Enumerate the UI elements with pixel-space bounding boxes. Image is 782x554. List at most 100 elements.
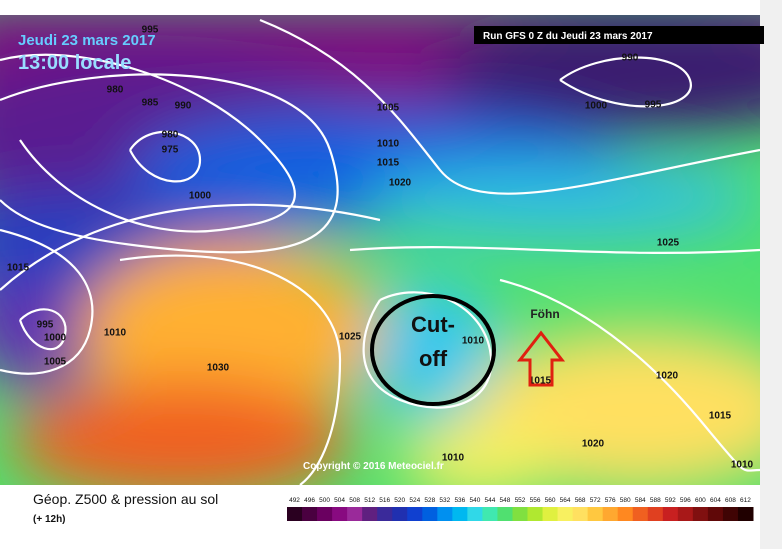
scale-label: 596 xyxy=(680,497,691,504)
isobar-label: 1000 xyxy=(44,333,67,344)
scale-swatch xyxy=(407,507,423,521)
side-strip xyxy=(760,0,782,549)
scale-label: 496 xyxy=(304,497,315,504)
isobar-label: 1020 xyxy=(389,178,412,189)
scale-label: 560 xyxy=(545,497,556,504)
run-label: Run GFS 0 Z du Jeudi 23 mars 2017 xyxy=(483,31,653,42)
isobar-label: 995 xyxy=(142,25,159,36)
scale-swatch xyxy=(572,507,589,521)
isobar-label: 990 xyxy=(622,53,639,64)
scale-label: 556 xyxy=(530,497,541,504)
scale-label: 516 xyxy=(379,497,390,504)
isobar-label: 1010 xyxy=(104,328,127,339)
color-scale: 492 496 500 504 508 512 516 520 524 528 532 536 540 5… xyxy=(287,497,754,521)
scale-label: 568 xyxy=(575,497,586,504)
scale-label: 608 xyxy=(725,497,736,504)
scale-label: 588 xyxy=(650,497,661,504)
scale-swatch xyxy=(302,507,318,521)
scale-label: 540 xyxy=(469,497,480,504)
scale-label: 512 xyxy=(364,497,375,504)
scale-swatch xyxy=(737,507,754,521)
scale-swatch xyxy=(422,507,438,521)
scale-label: 580 xyxy=(620,497,631,504)
field xyxy=(0,15,760,485)
isobar-label: 975 xyxy=(162,145,179,156)
isobar-label: 1010 xyxy=(462,336,485,347)
isobar-label: 1020 xyxy=(656,371,679,382)
isobar-label: 1020 xyxy=(582,439,605,450)
copyright: Copyright © 2016 Meteociel.fr xyxy=(303,461,444,472)
isobar-label: 1005 xyxy=(44,357,67,368)
footer-lead: (+ 12h) xyxy=(33,514,66,525)
scale-swatch xyxy=(542,507,559,521)
scale-swatch xyxy=(377,507,393,521)
scale-label: 492 xyxy=(289,497,300,504)
scale-swatch xyxy=(527,507,544,521)
scale-label: 520 xyxy=(394,497,405,504)
isobar-label: 995 xyxy=(645,100,662,111)
scale-swatch xyxy=(707,507,724,521)
isobar-label: 1015 xyxy=(709,411,732,422)
date-label: Jeudi 23 mars 2017 xyxy=(18,32,156,49)
scale-swatch xyxy=(557,507,574,521)
scale-label: 536 xyxy=(454,497,465,504)
isobar-label: 1010 xyxy=(731,460,754,471)
scale-swatch xyxy=(392,507,408,521)
isobar-label: 980 xyxy=(107,85,124,96)
isobar-label: 990 xyxy=(175,101,192,112)
isobar-label: 1015 xyxy=(377,158,400,169)
scale-swatch xyxy=(512,507,529,521)
scale-swatch xyxy=(467,507,483,521)
isobar-label: 1000 xyxy=(189,191,212,202)
scale-label: 532 xyxy=(439,497,450,504)
isobar-label: 985 xyxy=(142,98,159,109)
scale-label: 544 xyxy=(485,497,496,504)
scale-label: 600 xyxy=(695,497,706,504)
scale-swatch xyxy=(587,507,604,521)
isobar-label: 1025 xyxy=(339,332,362,343)
scale-swatch xyxy=(602,507,619,521)
scale-label: 592 xyxy=(665,497,676,504)
scale-swatch xyxy=(722,507,739,521)
scale-swatch xyxy=(677,507,694,521)
cutoff-circle xyxy=(370,294,496,406)
isobar-label: 1005 xyxy=(377,103,400,114)
scale-swatch xyxy=(662,507,679,521)
scale-label: 548 xyxy=(500,497,511,504)
isobar-labels: 995 980 985 990 980 975 1000 1005 1010 1… xyxy=(7,25,754,471)
run-banner xyxy=(474,26,764,44)
isobar-label: 1015 xyxy=(7,263,30,274)
scale-label: 576 xyxy=(605,497,616,504)
scale-swatch xyxy=(437,507,453,521)
isobar-label: 1000 xyxy=(585,101,608,112)
scale-label: 524 xyxy=(409,497,420,504)
scale-label: 500 xyxy=(319,497,330,504)
scale-swatch xyxy=(332,507,348,521)
scale-label: 552 xyxy=(515,497,526,504)
isobar-label: 1010 xyxy=(377,139,400,150)
scale-swatch xyxy=(482,507,498,521)
isobar-label: 995 xyxy=(37,320,54,331)
foehn-label: Föhn xyxy=(530,307,559,321)
scale-swatch xyxy=(452,507,468,521)
time-label: 13:00 locale xyxy=(18,52,131,74)
isobar-label: 1010 xyxy=(442,453,465,464)
scale-label: 564 xyxy=(560,497,571,504)
scale-label: 572 xyxy=(590,497,601,504)
scale-label: 508 xyxy=(349,497,360,504)
footer-title: Géop. Z500 & pression au sol xyxy=(33,491,218,507)
scale-label: 604 xyxy=(710,497,721,504)
scale-swatch xyxy=(617,507,634,521)
scale-swatch xyxy=(317,507,333,521)
cutoff-label: Cut-off xyxy=(411,312,455,371)
scale-swatch xyxy=(647,507,664,521)
foehn-arrow xyxy=(516,330,566,387)
isobar-label: 1030 xyxy=(207,363,230,374)
scale-swatch xyxy=(362,507,378,521)
scale-swatch xyxy=(287,507,303,521)
isobar-label: 1015 xyxy=(529,376,552,387)
scale-label: 504 xyxy=(334,497,345,504)
scale-swatch xyxy=(497,507,513,521)
scale-swatch xyxy=(347,507,363,521)
scale-swatch xyxy=(692,507,709,521)
